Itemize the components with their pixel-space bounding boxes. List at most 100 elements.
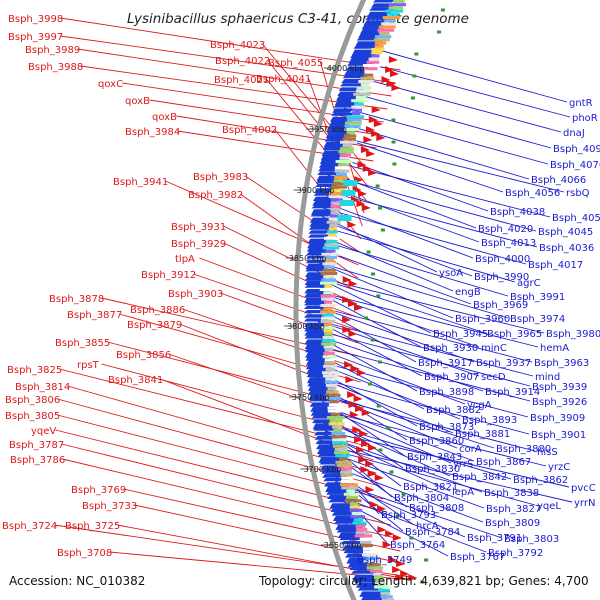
right-gene-label: Bsph_3764 <box>390 540 445 551</box>
right-leader-line <box>318 234 454 292</box>
feature-box <box>336 172 347 176</box>
right-gene-label: Bsph_4091 <box>553 144 600 155</box>
rna-mark <box>366 250 371 254</box>
right-leader-line <box>328 451 485 509</box>
feature-box <box>325 377 337 381</box>
feature-box <box>327 230 338 234</box>
rna-mark <box>386 426 391 430</box>
right-gene-label: Bsph_3821 <box>403 482 458 493</box>
feature-box <box>323 256 337 259</box>
right-leader-line <box>364 45 568 103</box>
forward-gene <box>331 112 357 116</box>
kbp-tick-label: 3850 kbp <box>289 254 327 263</box>
right-gene-label: Bsph_3860 <box>409 436 464 447</box>
feature-box <box>334 169 350 173</box>
right-leader-line <box>325 435 483 493</box>
right-gene-label: yrzC <box>548 462 570 473</box>
left-gene-label: Bsph_3989 <box>25 45 80 56</box>
feature-box <box>375 579 385 583</box>
reverse-gene <box>392 566 402 573</box>
feature-box <box>360 76 375 80</box>
feature-box <box>322 336 335 339</box>
kbp-tick-label: 4000 kbp <box>327 64 365 73</box>
right-gene-label: yrrS <box>453 459 473 470</box>
feature-box <box>340 140 357 144</box>
rna-mark <box>440 8 445 12</box>
feature-box <box>362 553 379 557</box>
feature-box <box>382 16 401 19</box>
right-gene-label: Bsph_3791 <box>467 533 522 544</box>
left-gene-label: Bsph_3984 <box>125 127 180 138</box>
right-gene-label: Bsph_3792 <box>488 548 543 559</box>
right-gene-label: Bsph_4058 <box>552 213 600 224</box>
feature-box <box>324 332 333 336</box>
reverse-gene <box>376 134 386 141</box>
feature-box <box>320 272 338 275</box>
feature-box <box>373 572 382 576</box>
rna-mark <box>420 580 425 584</box>
right-leader-line <box>315 344 531 402</box>
rna-mark <box>367 382 372 386</box>
right-gene-label: engB <box>455 287 481 298</box>
rna-mark <box>410 96 415 100</box>
feature-box <box>363 64 381 67</box>
rna-mark <box>414 52 419 56</box>
feature-box <box>339 153 352 157</box>
feature-box <box>328 422 345 426</box>
feature-box <box>342 144 353 147</box>
reverse-gene <box>342 326 352 333</box>
forward-gene <box>324 137 349 142</box>
left-gene-label: Bsph_3912 <box>141 270 196 281</box>
feature-box <box>335 454 350 458</box>
reverse-gene <box>354 304 363 311</box>
feature-box <box>378 25 396 29</box>
reverse-gene <box>371 130 381 137</box>
feature-box <box>325 249 336 253</box>
feature-box <box>321 278 336 282</box>
forward-gene <box>344 70 369 76</box>
right-gene-label: minC <box>481 343 507 354</box>
feature-box <box>335 460 353 464</box>
left-leader-line <box>77 48 392 97</box>
right-gene-label: hisS <box>537 447 558 458</box>
feature-box <box>363 73 374 77</box>
reverse-gene <box>363 136 373 143</box>
left-gene-label: Bsph_3903 <box>168 289 223 300</box>
reverse-gene <box>348 300 357 307</box>
feature-box <box>331 182 348 186</box>
feature-box <box>320 320 336 323</box>
left-gene-label: Bsph_3841 <box>108 375 163 386</box>
reverse-gene <box>342 316 352 323</box>
right-leader-line <box>331 465 484 523</box>
feature-box <box>336 464 353 467</box>
feature-box <box>328 403 339 407</box>
feature-box <box>332 441 348 445</box>
left-gene-label: Bsph_4021 <box>214 75 269 86</box>
reverse-gene <box>359 430 369 437</box>
genome-backbone <box>293 0 367 600</box>
right-gene-label: Bsph_4056 <box>505 188 560 199</box>
right-gene-label: Bsph_3862 <box>513 475 568 486</box>
right-gene-label: Bsph_3980 <box>546 329 600 340</box>
feature-box <box>323 352 335 355</box>
right-gene-label: Bsph_3873 <box>419 422 474 433</box>
cds-block <box>337 215 352 221</box>
rna-mark <box>412 74 417 78</box>
feature-box <box>325 259 335 263</box>
forward-gene <box>305 268 329 272</box>
right-gene-label: hemA <box>540 343 569 354</box>
right-gene-label: Bsph_3914 <box>485 387 540 398</box>
kbp-tick-label: 3900 kbp <box>297 186 335 195</box>
forward-gene <box>354 578 382 583</box>
left-gene-label: Bsph_4023 <box>210 40 265 51</box>
feature-box <box>344 128 359 131</box>
feature-box <box>359 537 370 541</box>
feature-box <box>373 576 384 579</box>
right-leader-line <box>324 190 538 248</box>
forward-gene <box>363 20 387 26</box>
right-leader-line <box>353 75 562 133</box>
left-gene-label: Bsph_3725 <box>65 521 120 532</box>
feature-box <box>362 547 373 551</box>
right-gene-label: Bsph_3960 <box>455 314 510 325</box>
right-gene-label: Bsph_3827 <box>486 504 541 515</box>
